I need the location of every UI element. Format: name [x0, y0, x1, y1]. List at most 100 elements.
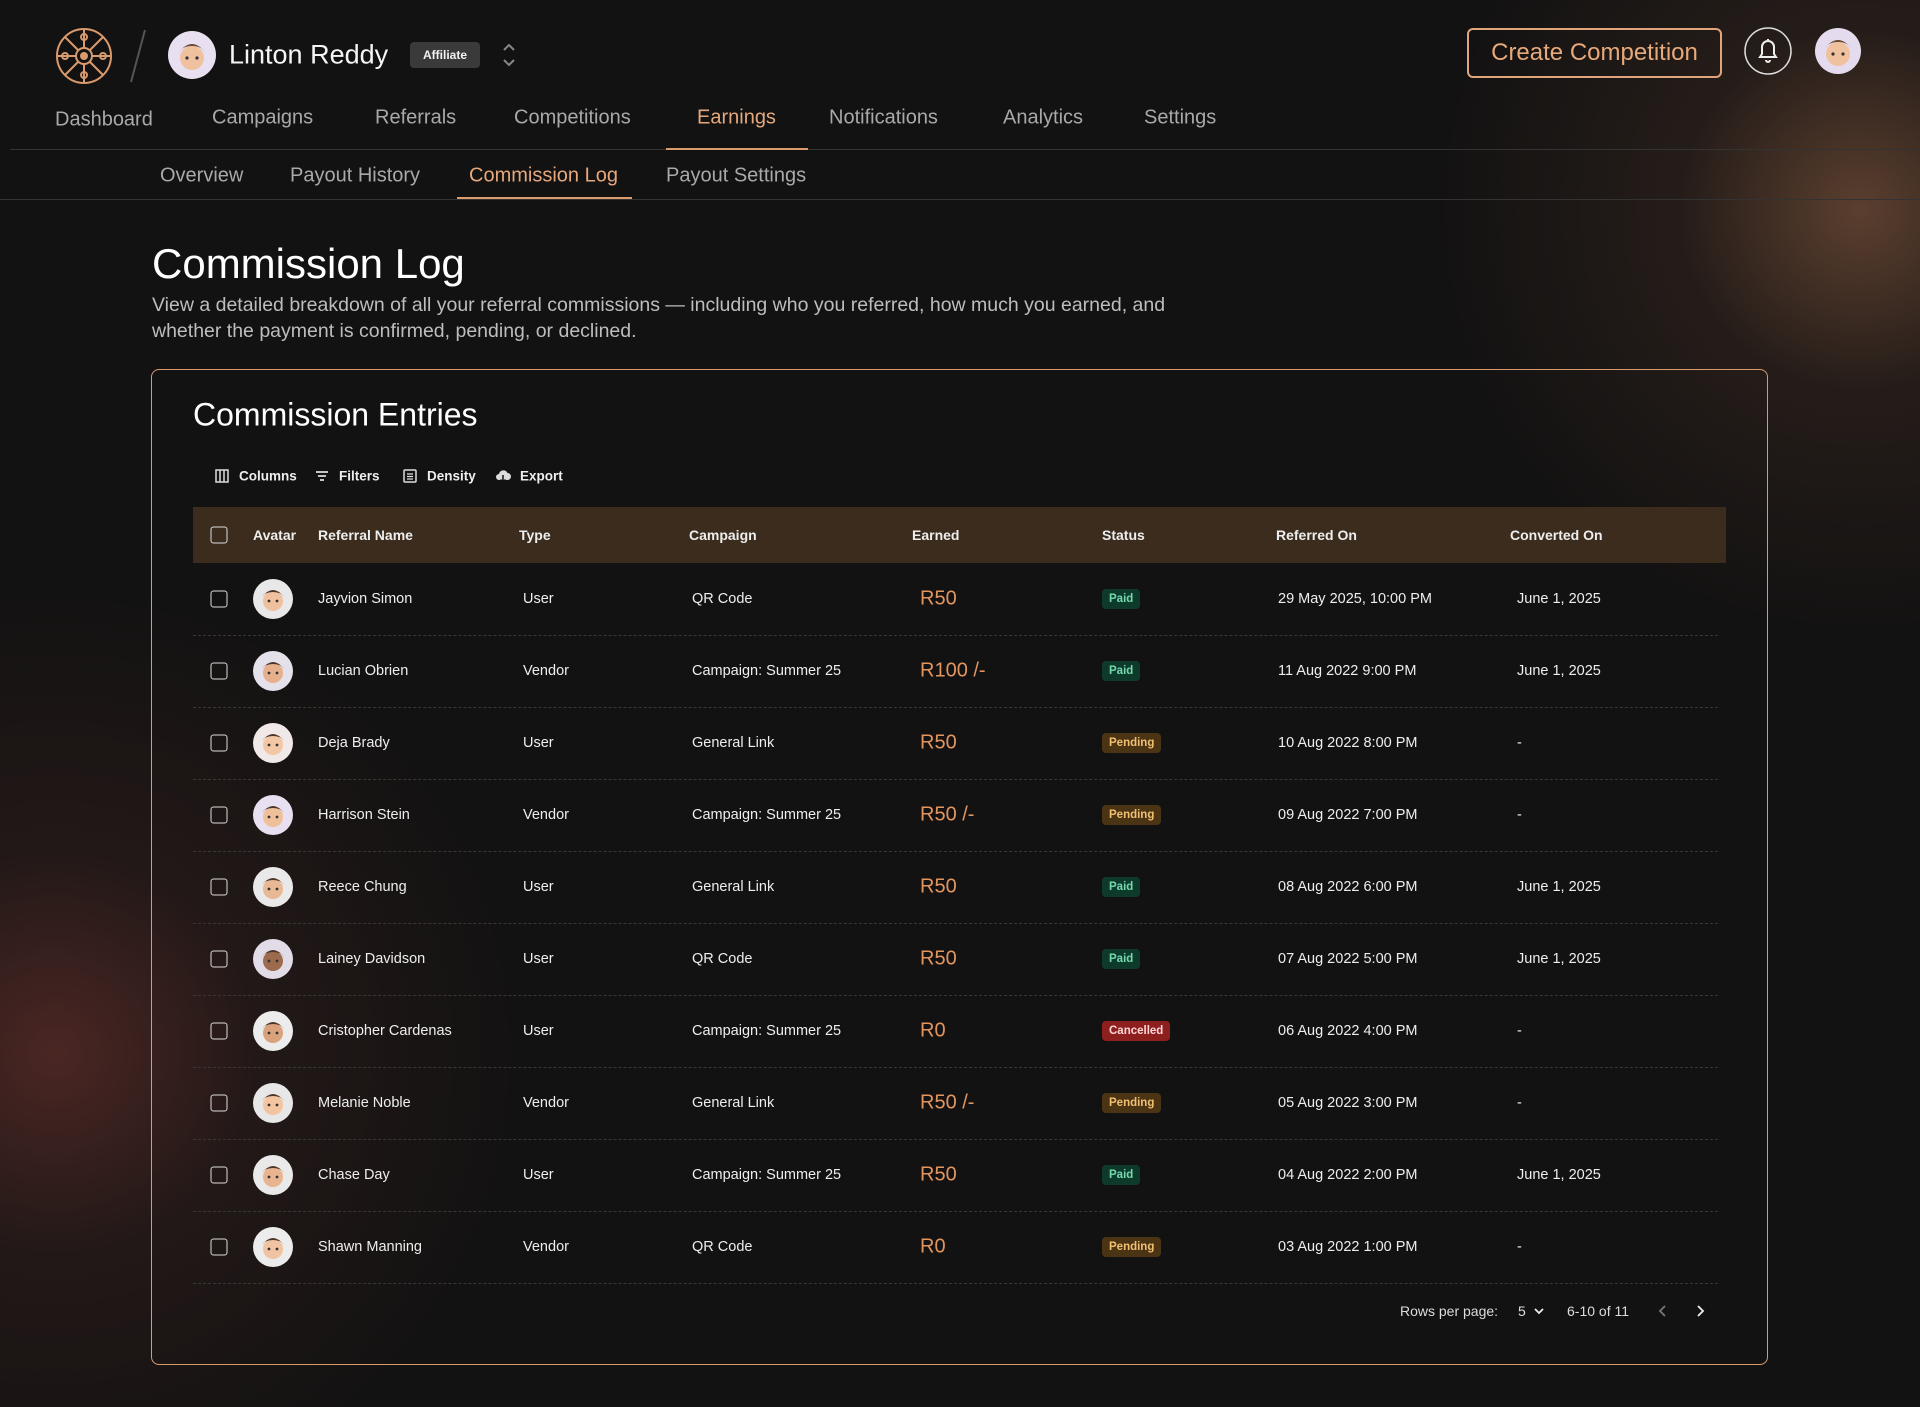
column-header[interactable]: Earned	[912, 527, 960, 543]
nav-tab[interactable]: Competitions	[514, 106, 631, 129]
toolbar-button[interactable]: Filters	[339, 468, 380, 484]
logo[interactable]	[55, 27, 113, 85]
type: User	[523, 879, 554, 895]
page-range: 6-10 of 11	[1567, 1303, 1630, 1319]
converted-on: June 1, 2025	[1517, 1167, 1601, 1183]
referred-on: 03 Aug 2022 1:00 PM	[1278, 1239, 1418, 1255]
type: User	[523, 1023, 554, 1039]
nav-tab[interactable]: Referrals	[375, 106, 457, 129]
rows-per-page-label: Rows per page:	[1400, 1303, 1499, 1319]
column-header[interactable]: Referred On	[1276, 527, 1357, 543]
status-badge: Pending	[1102, 1093, 1162, 1113]
column-header[interactable]: Referral Name	[318, 527, 413, 543]
status-badge: Pending	[1102, 733, 1162, 753]
column-header[interactable]: Status	[1102, 527, 1145, 543]
referral-name: Lucian Obrien	[318, 663, 409, 679]
campaign: General Link	[692, 879, 775, 895]
row-checkbox[interactable]	[210, 878, 228, 896]
row-checkbox[interactable]	[210, 1166, 228, 1184]
row-checkbox[interactable]	[210, 734, 228, 752]
row-checkbox[interactable]	[210, 590, 228, 608]
converted-on: -	[1517, 1095, 1522, 1111]
status-badge: Pending	[1102, 1237, 1162, 1257]
earned-amount: R50 /-	[920, 1091, 975, 1114]
type: Vendor	[523, 1095, 569, 1111]
converted-on: -	[1517, 1239, 1522, 1255]
campaign: Campaign: Summer 25	[692, 807, 842, 823]
avatar	[253, 1011, 293, 1051]
status-badge: Paid	[1102, 589, 1141, 609]
page-title: Commission Log	[152, 240, 465, 287]
create-competition-button[interactable]: Create Competition	[1467, 28, 1722, 78]
converted-on: June 1, 2025	[1517, 951, 1601, 967]
type: User	[523, 1167, 554, 1183]
referred-on: 07 Aug 2022 5:00 PM	[1278, 951, 1418, 967]
nav-tab[interactable]: Dashboard	[55, 108, 153, 131]
nav-tab[interactable]: Campaigns	[212, 106, 314, 129]
referred-on: 08 Aug 2022 6:00 PM	[1278, 879, 1418, 895]
nav-divider	[10, 149, 1920, 150]
row-checkbox[interactable]	[210, 662, 228, 680]
column-header[interactable]: Converted On	[1510, 527, 1603, 543]
avatar	[253, 795, 293, 835]
nav-tab[interactable]: Analytics	[1003, 106, 1084, 129]
row-divider	[193, 1283, 1718, 1284]
separator	[130, 29, 146, 83]
profile-avatar[interactable]	[1814, 27, 1862, 75]
earned-amount: R50 /-	[920, 803, 975, 826]
prev-page[interactable]	[1656, 1304, 1670, 1318]
row-checkbox[interactable]	[210, 806, 228, 824]
card-title: Commission Entries	[193, 396, 478, 433]
converted-on: -	[1517, 807, 1522, 823]
select-all-checkbox[interactable]	[210, 526, 228, 544]
nav-tab[interactable]: Settings	[1144, 106, 1217, 129]
subnav-tab[interactable]: Payout Settings	[666, 164, 807, 187]
campaign: Campaign: Summer 25	[692, 1167, 842, 1183]
type: User	[523, 951, 554, 967]
subnav-tab[interactable]: Overview	[160, 164, 244, 187]
avatar	[253, 1227, 293, 1267]
row-checkbox[interactable]	[210, 1022, 228, 1040]
column-header[interactable]: Avatar	[253, 527, 297, 543]
converted-on: June 1, 2025	[1517, 591, 1601, 607]
avatar	[253, 579, 293, 619]
row-divider	[193, 779, 1718, 780]
rows-dropdown-icon[interactable]	[1532, 1304, 1546, 1318]
toolbar-button[interactable]: Density	[427, 468, 476, 484]
campaign: QR Code	[692, 951, 753, 967]
row-divider	[193, 707, 1718, 708]
earned-amount: R50	[920, 587, 957, 610]
column-header[interactable]: Campaign	[689, 527, 757, 543]
referred-on: 29 May 2025, 10:00 PM	[1278, 591, 1432, 607]
column-header[interactable]: Type	[519, 527, 551, 543]
subnav-active-indicator	[457, 197, 632, 199]
notifications-button[interactable]	[1744, 27, 1792, 75]
row-divider	[193, 995, 1718, 996]
nav-tab[interactable]: Earnings	[697, 106, 776, 129]
subnav-tab[interactable]: Commission Log	[469, 164, 618, 187]
switch-icon[interactable]	[501, 40, 517, 70]
toolbar-button[interactable]: Columns	[239, 468, 297, 484]
toolbar-button[interactable]: Export	[520, 468, 563, 484]
referral-name: Lainey Davidson	[318, 951, 426, 967]
earned-amount: R50	[920, 731, 957, 754]
avatar	[253, 939, 293, 979]
referred-on: 09 Aug 2022 7:00 PM	[1278, 807, 1418, 823]
earned-amount: R0	[920, 1019, 946, 1042]
referred-on: 10 Aug 2022 8:00 PM	[1278, 735, 1418, 751]
row-checkbox[interactable]	[210, 1094, 228, 1112]
next-page[interactable]	[1693, 1304, 1707, 1318]
rows-per-page-select[interactable]: 5	[1518, 1303, 1526, 1319]
type: Vendor	[523, 807, 569, 823]
referred-on: 11 Aug 2022 9:00 PM	[1278, 663, 1417, 679]
row-checkbox[interactable]	[210, 1238, 228, 1256]
campaign: Campaign: Summer 25	[692, 1023, 842, 1039]
row-checkbox[interactable]	[210, 950, 228, 968]
subnav-tab[interactable]: Payout History	[290, 164, 421, 187]
card	[151, 369, 1768, 1365]
nav-tab[interactable]: Notifications	[829, 106, 938, 129]
campaign: Campaign: Summer 25	[692, 663, 842, 679]
referral-name: Chase Day	[318, 1167, 390, 1183]
toolbar-icon	[403, 469, 417, 483]
user-avatar[interactable]	[167, 30, 217, 80]
